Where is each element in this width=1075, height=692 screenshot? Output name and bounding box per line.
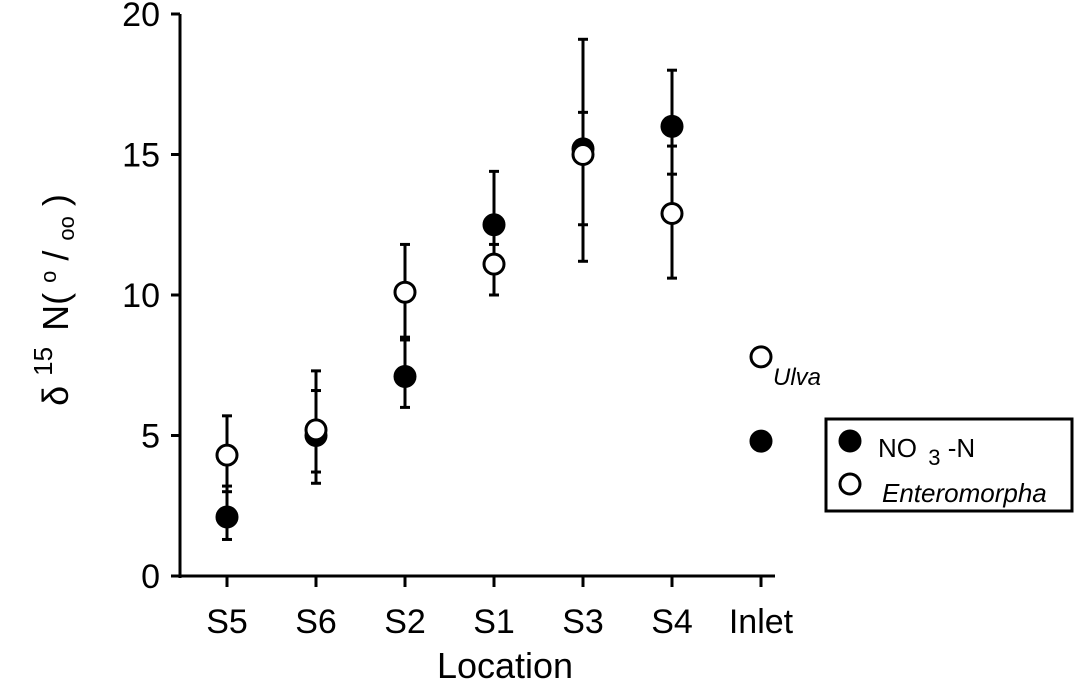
y-axis-title: δ 15 N( o / oo ) [19,194,82,406]
data-point-enteromorpha [215,443,239,467]
x-tick-label: Inlet [729,603,794,641]
y-tick-label: 15 [122,137,160,175]
legend-box [824,417,1074,513]
x-tick-label: S2 [384,603,426,641]
legend-open-marker [838,472,862,496]
legend-filled-marker [838,429,862,453]
x-ticks: S5 S6 S2 S1 S3 S4 Inlet [206,576,794,641]
data-point-enteromorpha [571,143,595,166]
data-point-no3-n [393,364,417,388]
y-tick-label: 5 [141,418,160,456]
y-tick-label: 0 [141,558,160,596]
y-title-superscript: 15 [28,347,58,376]
y-tick-label: 20 [122,0,160,34]
legend-no3-tail: -N [948,433,975,463]
x-tick-label: S1 [473,603,515,641]
y-ticks: 0 5 10 15 20 [122,0,180,596]
x-tick-label: S5 [206,603,248,641]
y-title-permil-den: oo [54,216,79,240]
x-axis-title: Location [437,645,573,686]
data-point-no3-n [482,213,506,237]
y-title-close: ) [35,194,76,206]
data-point-no3-n [749,429,773,453]
x-tick-label: S4 [651,603,693,641]
legend: NO 3 -N Enteromorpha [824,417,1074,513]
x-tick-label: S6 [295,603,337,641]
ulva-annotation: Ulva [773,364,821,391]
data-points [215,114,773,529]
data-point-no3-n [215,505,239,529]
legend-label-enteromorpha: Enteromorpha [882,478,1047,508]
legend-no3-sub: 3 [928,445,940,470]
data-point-no3-n [660,114,684,138]
y-title-permil-num: o [36,271,61,283]
error-bars [222,37,677,541]
y-tick-label: 10 [122,277,160,315]
legend-no3-main: NO [878,433,917,463]
y-title-symbol: δ [35,386,76,406]
y-title-permil-slash: / [35,251,76,261]
x-tick-label: S3 [562,603,604,641]
data-point-enteromorpha [393,280,417,304]
data-point-enteromorpha [304,418,328,442]
legend-label-no3: NO 3 -N [878,433,975,471]
data-point-enteromorpha [482,252,506,276]
data-point-ulva [749,345,773,369]
data-point-enteromorpha [660,202,684,226]
y-title-main: N( [35,293,76,331]
